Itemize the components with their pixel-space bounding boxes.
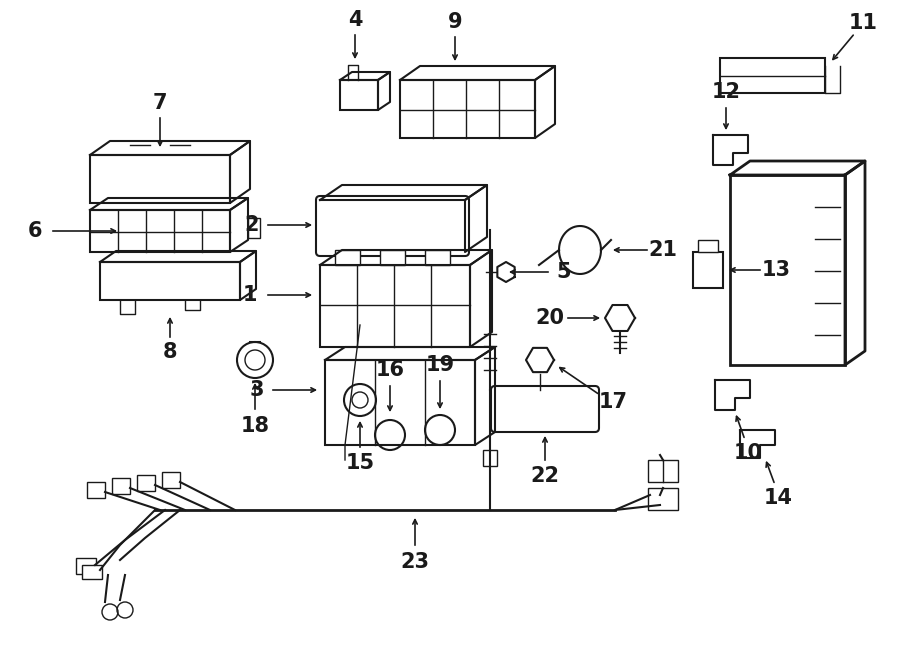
Bar [248,218,260,238]
Text: 15: 15 [346,453,374,473]
Text: 22: 22 [530,466,560,486]
Text: 23: 23 [400,552,429,572]
Bar [648,460,678,482]
Bar [648,488,678,510]
Bar [162,472,180,488]
Bar [693,252,723,288]
Bar [112,478,130,494]
Text: 16: 16 [375,360,404,380]
Bar [730,175,845,365]
FancyBboxPatch shape [491,386,599,432]
Text: 11: 11 [849,13,878,33]
Text: 9: 9 [447,12,463,32]
Bar [340,80,378,110]
Bar [400,80,535,138]
Text: 4: 4 [347,10,362,30]
Text: 7: 7 [153,93,167,113]
Bar [380,250,405,265]
Bar [137,475,155,491]
Text: 21: 21 [649,240,678,260]
Text: 19: 19 [426,355,454,375]
Text: 10: 10 [734,443,762,463]
Bar [425,250,450,265]
Bar [76,558,96,574]
Bar [325,360,475,445]
Bar [82,565,102,579]
Bar [90,210,230,252]
Text: 18: 18 [240,416,269,436]
Bar [698,240,718,252]
Text: 5: 5 [557,262,572,282]
Text: 20: 20 [536,308,564,328]
Bar [320,265,470,347]
Bar [720,58,825,93]
Text: 14: 14 [763,488,793,508]
Text: 8: 8 [163,342,177,362]
Text: 2: 2 [245,215,259,235]
Text: 13: 13 [761,260,790,280]
Bar [100,262,240,300]
Bar [90,155,230,203]
Text: 6: 6 [28,221,42,241]
Bar [335,250,360,265]
FancyBboxPatch shape [316,196,469,256]
Text: 12: 12 [712,82,741,102]
Text: 1: 1 [243,285,257,305]
Bar [87,482,105,498]
Text: 3: 3 [250,380,265,400]
Bar [483,450,497,466]
Text: 17: 17 [598,392,627,412]
